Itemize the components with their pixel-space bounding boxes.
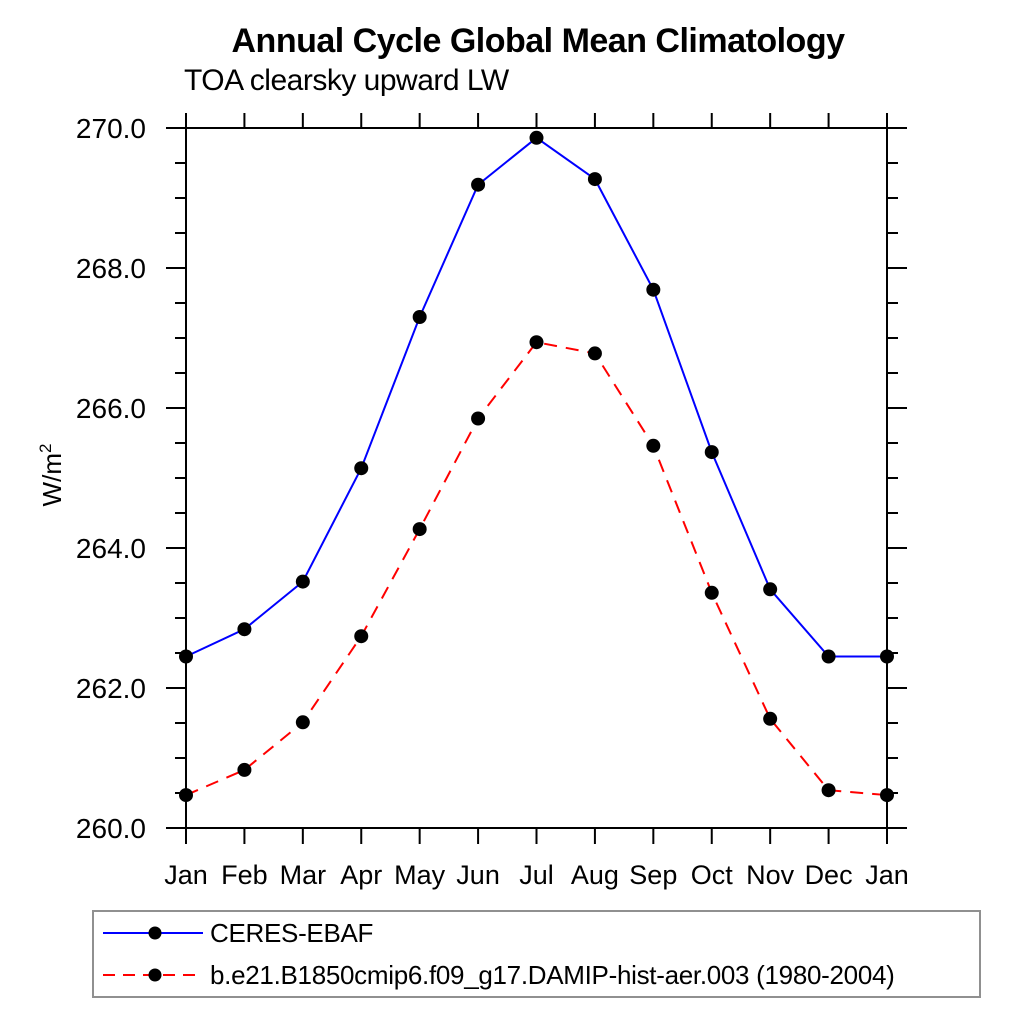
y-tick-label: 262.0 bbox=[76, 673, 146, 704]
x-tick-label: Mar bbox=[280, 860, 327, 890]
legend-entry-model: b.e21.B1850cmip6.f09_g17.DAMIP-hist-aer.… bbox=[94, 954, 979, 996]
data-point-marker bbox=[704, 445, 719, 460]
data-point-marker bbox=[587, 346, 602, 361]
legend-entry-ceres: CERES-EBAF bbox=[94, 912, 979, 954]
data-point-marker bbox=[529, 335, 544, 350]
data-point-marker bbox=[821, 649, 836, 664]
y-tick-label: 266.0 bbox=[76, 393, 146, 424]
x-tick-label: Oct bbox=[691, 860, 734, 890]
y-tick-label: 268.0 bbox=[76, 253, 146, 284]
data-point-marker bbox=[295, 715, 310, 730]
data-point-marker bbox=[179, 649, 193, 664]
series-line-0 bbox=[185, 136, 887, 658]
legend-marker bbox=[148, 968, 162, 982]
data-point-marker bbox=[704, 585, 719, 600]
chart-title: Annual Cycle Global Mean Climatology bbox=[231, 22, 846, 60]
data-point-marker bbox=[880, 649, 894, 664]
legend-label: CERES-EBAF bbox=[210, 917, 374, 948]
data-point-marker bbox=[237, 622, 252, 637]
data-point-marker bbox=[295, 574, 310, 589]
y-tick-label: 270.0 bbox=[76, 113, 146, 144]
data-point-marker bbox=[412, 310, 427, 324]
x-tick-label: Jul bbox=[519, 860, 554, 890]
x-tick-label: Sep bbox=[629, 860, 677, 890]
x-tick-label: Apr bbox=[340, 860, 382, 890]
data-point-marker bbox=[354, 629, 369, 644]
legend-box: CERES-EBAF b.e21.B1850cmip6.f09_g17.DAMI… bbox=[92, 910, 981, 998]
data-point-marker bbox=[587, 172, 602, 187]
data-point-marker bbox=[821, 783, 836, 798]
data-point-marker bbox=[237, 762, 252, 777]
data-point-marker bbox=[880, 788, 894, 803]
legend-label: b.e21.B1850cmip6.f09_g17.DAMIP-hist-aer.… bbox=[210, 959, 895, 990]
x-tick-label: Jan bbox=[865, 860, 909, 890]
x-tick-label: Aug bbox=[571, 860, 619, 890]
x-tick-label: Jun bbox=[456, 860, 500, 890]
data-point-marker bbox=[529, 130, 544, 145]
x-tick-label: May bbox=[394, 860, 446, 890]
series-line-1 bbox=[185, 341, 888, 797]
x-tick-label: Feb bbox=[221, 860, 268, 890]
data-point-marker bbox=[471, 177, 486, 192]
x-tick-label: Dec bbox=[805, 860, 853, 890]
data-point-marker bbox=[412, 522, 427, 537]
y-tick-label: 260.0 bbox=[76, 813, 146, 844]
legend-sample-line-solid bbox=[103, 926, 203, 940]
data-point-marker bbox=[471, 411, 486, 426]
data-point-marker bbox=[179, 788, 193, 803]
data-point-marker bbox=[646, 282, 661, 297]
legend-marker bbox=[148, 926, 162, 940]
y-tick-label: 264.0 bbox=[76, 533, 146, 564]
x-tick-label: Jan bbox=[164, 860, 208, 890]
data-point-marker bbox=[763, 711, 778, 726]
data-point-marker bbox=[763, 582, 778, 597]
data-point-marker bbox=[646, 438, 661, 453]
data-point-marker bbox=[354, 461, 369, 476]
plot-frame bbox=[185, 127, 888, 829]
x-tick-label: Nov bbox=[746, 860, 795, 890]
chart-subtitle: TOA clearsky upward LW bbox=[184, 64, 509, 97]
legend-sample-line-dashed bbox=[103, 968, 203, 982]
